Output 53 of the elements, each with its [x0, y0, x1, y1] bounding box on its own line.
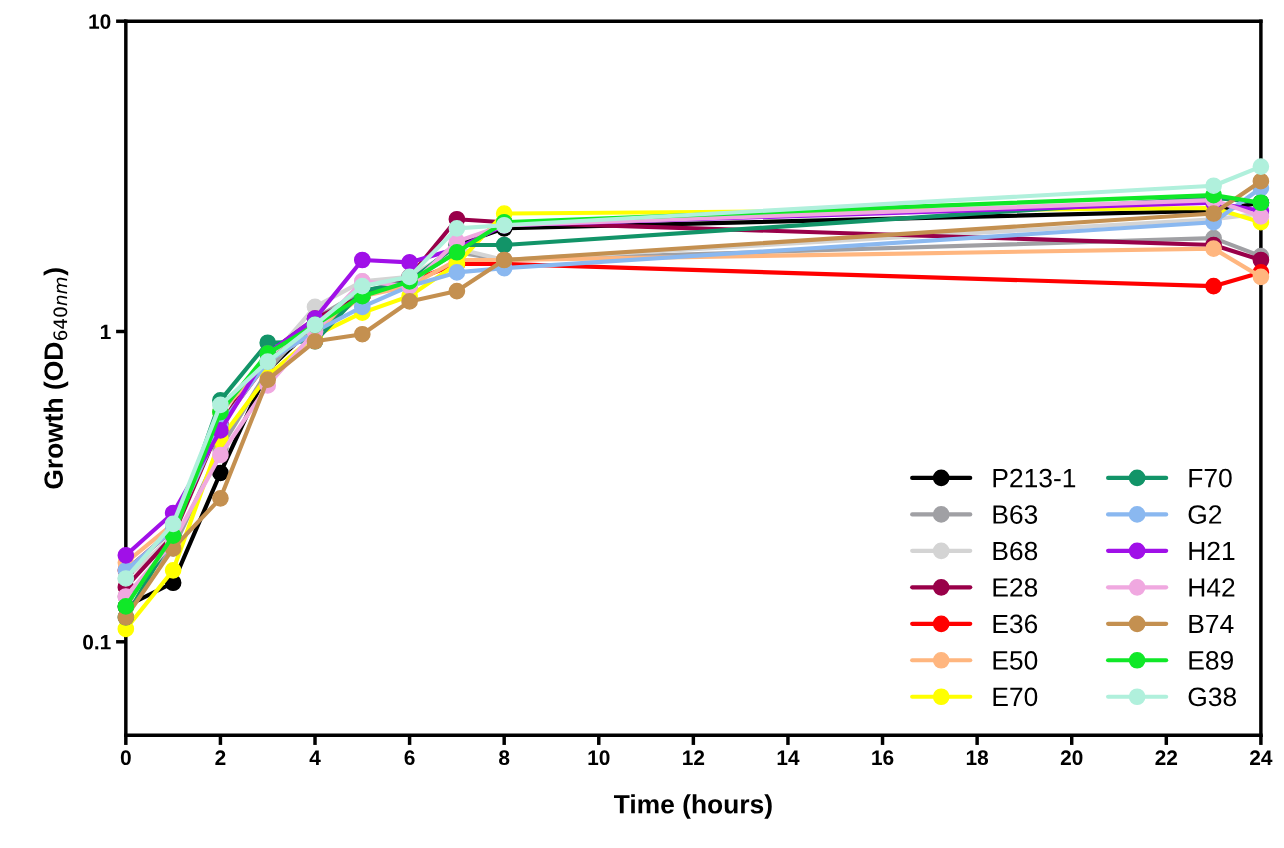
legend-label: B68 — [993, 541, 1038, 561]
point — [495, 236, 513, 254]
point — [1252, 172, 1270, 190]
point — [212, 396, 229, 414]
legend-label: E50 — [993, 651, 1038, 670]
point — [353, 251, 371, 269]
legend-label: F70 — [1189, 468, 1232, 488]
x-tick-label: 14 — [777, 750, 800, 765]
x-tick-label: 20 — [1060, 750, 1083, 766]
x-tick-label: 10 — [588, 750, 610, 766]
x-tick-label: 2 — [215, 750, 226, 765]
point — [448, 220, 466, 237]
x-tick-label: 8 — [499, 750, 510, 766]
x-tick-label: 4 — [309, 750, 321, 765]
point — [353, 325, 371, 343]
point — [212, 489, 229, 507]
y-tick-label: 0.1 — [83, 634, 111, 650]
point — [1252, 268, 1270, 286]
point — [1205, 177, 1222, 195]
legend-label: E28 — [993, 578, 1038, 597]
legend-label: B74 — [1189, 614, 1234, 634]
point — [212, 464, 229, 482]
legend-label: G38 — [1188, 687, 1236, 707]
legend-label: P213-1 — [993, 468, 1076, 488]
x-tick-label: 0 — [120, 750, 131, 766]
point — [353, 277, 371, 295]
point — [401, 254, 418, 271]
point — [164, 561, 182, 579]
x-tick-label: 18 — [966, 750, 989, 766]
point — [259, 371, 277, 388]
x-tick-label: 24 — [1250, 750, 1273, 765]
y-tick-label: 1 — [100, 324, 111, 340]
point — [401, 293, 418, 310]
point — [1205, 240, 1222, 257]
point — [448, 282, 466, 300]
y-axis-title: Growth (OD$_{640nm}$) — [43, 268, 69, 489]
point — [1252, 158, 1270, 175]
legend-label: E70 — [993, 687, 1038, 707]
point — [212, 446, 229, 464]
legend-label: E36 — [993, 614, 1038, 634]
x-tick-label: 16 — [872, 750, 894, 766]
legend-label: H21 — [1189, 541, 1235, 561]
x-axis-title: Time (hours) — [613, 794, 772, 819]
legend-label: G2 — [1188, 505, 1222, 524]
x-tick-label: 6 — [404, 750, 415, 766]
legend-label: H42 — [1189, 578, 1235, 597]
legend-label: B63 — [993, 505, 1038, 524]
point — [1205, 277, 1222, 295]
x-tick-label: 22 — [1155, 750, 1178, 765]
point — [448, 264, 466, 281]
x-tick-label: 12 — [683, 750, 705, 765]
legend-label: E89 — [1189, 651, 1233, 670]
y-tick-label: 10 — [89, 14, 111, 29]
